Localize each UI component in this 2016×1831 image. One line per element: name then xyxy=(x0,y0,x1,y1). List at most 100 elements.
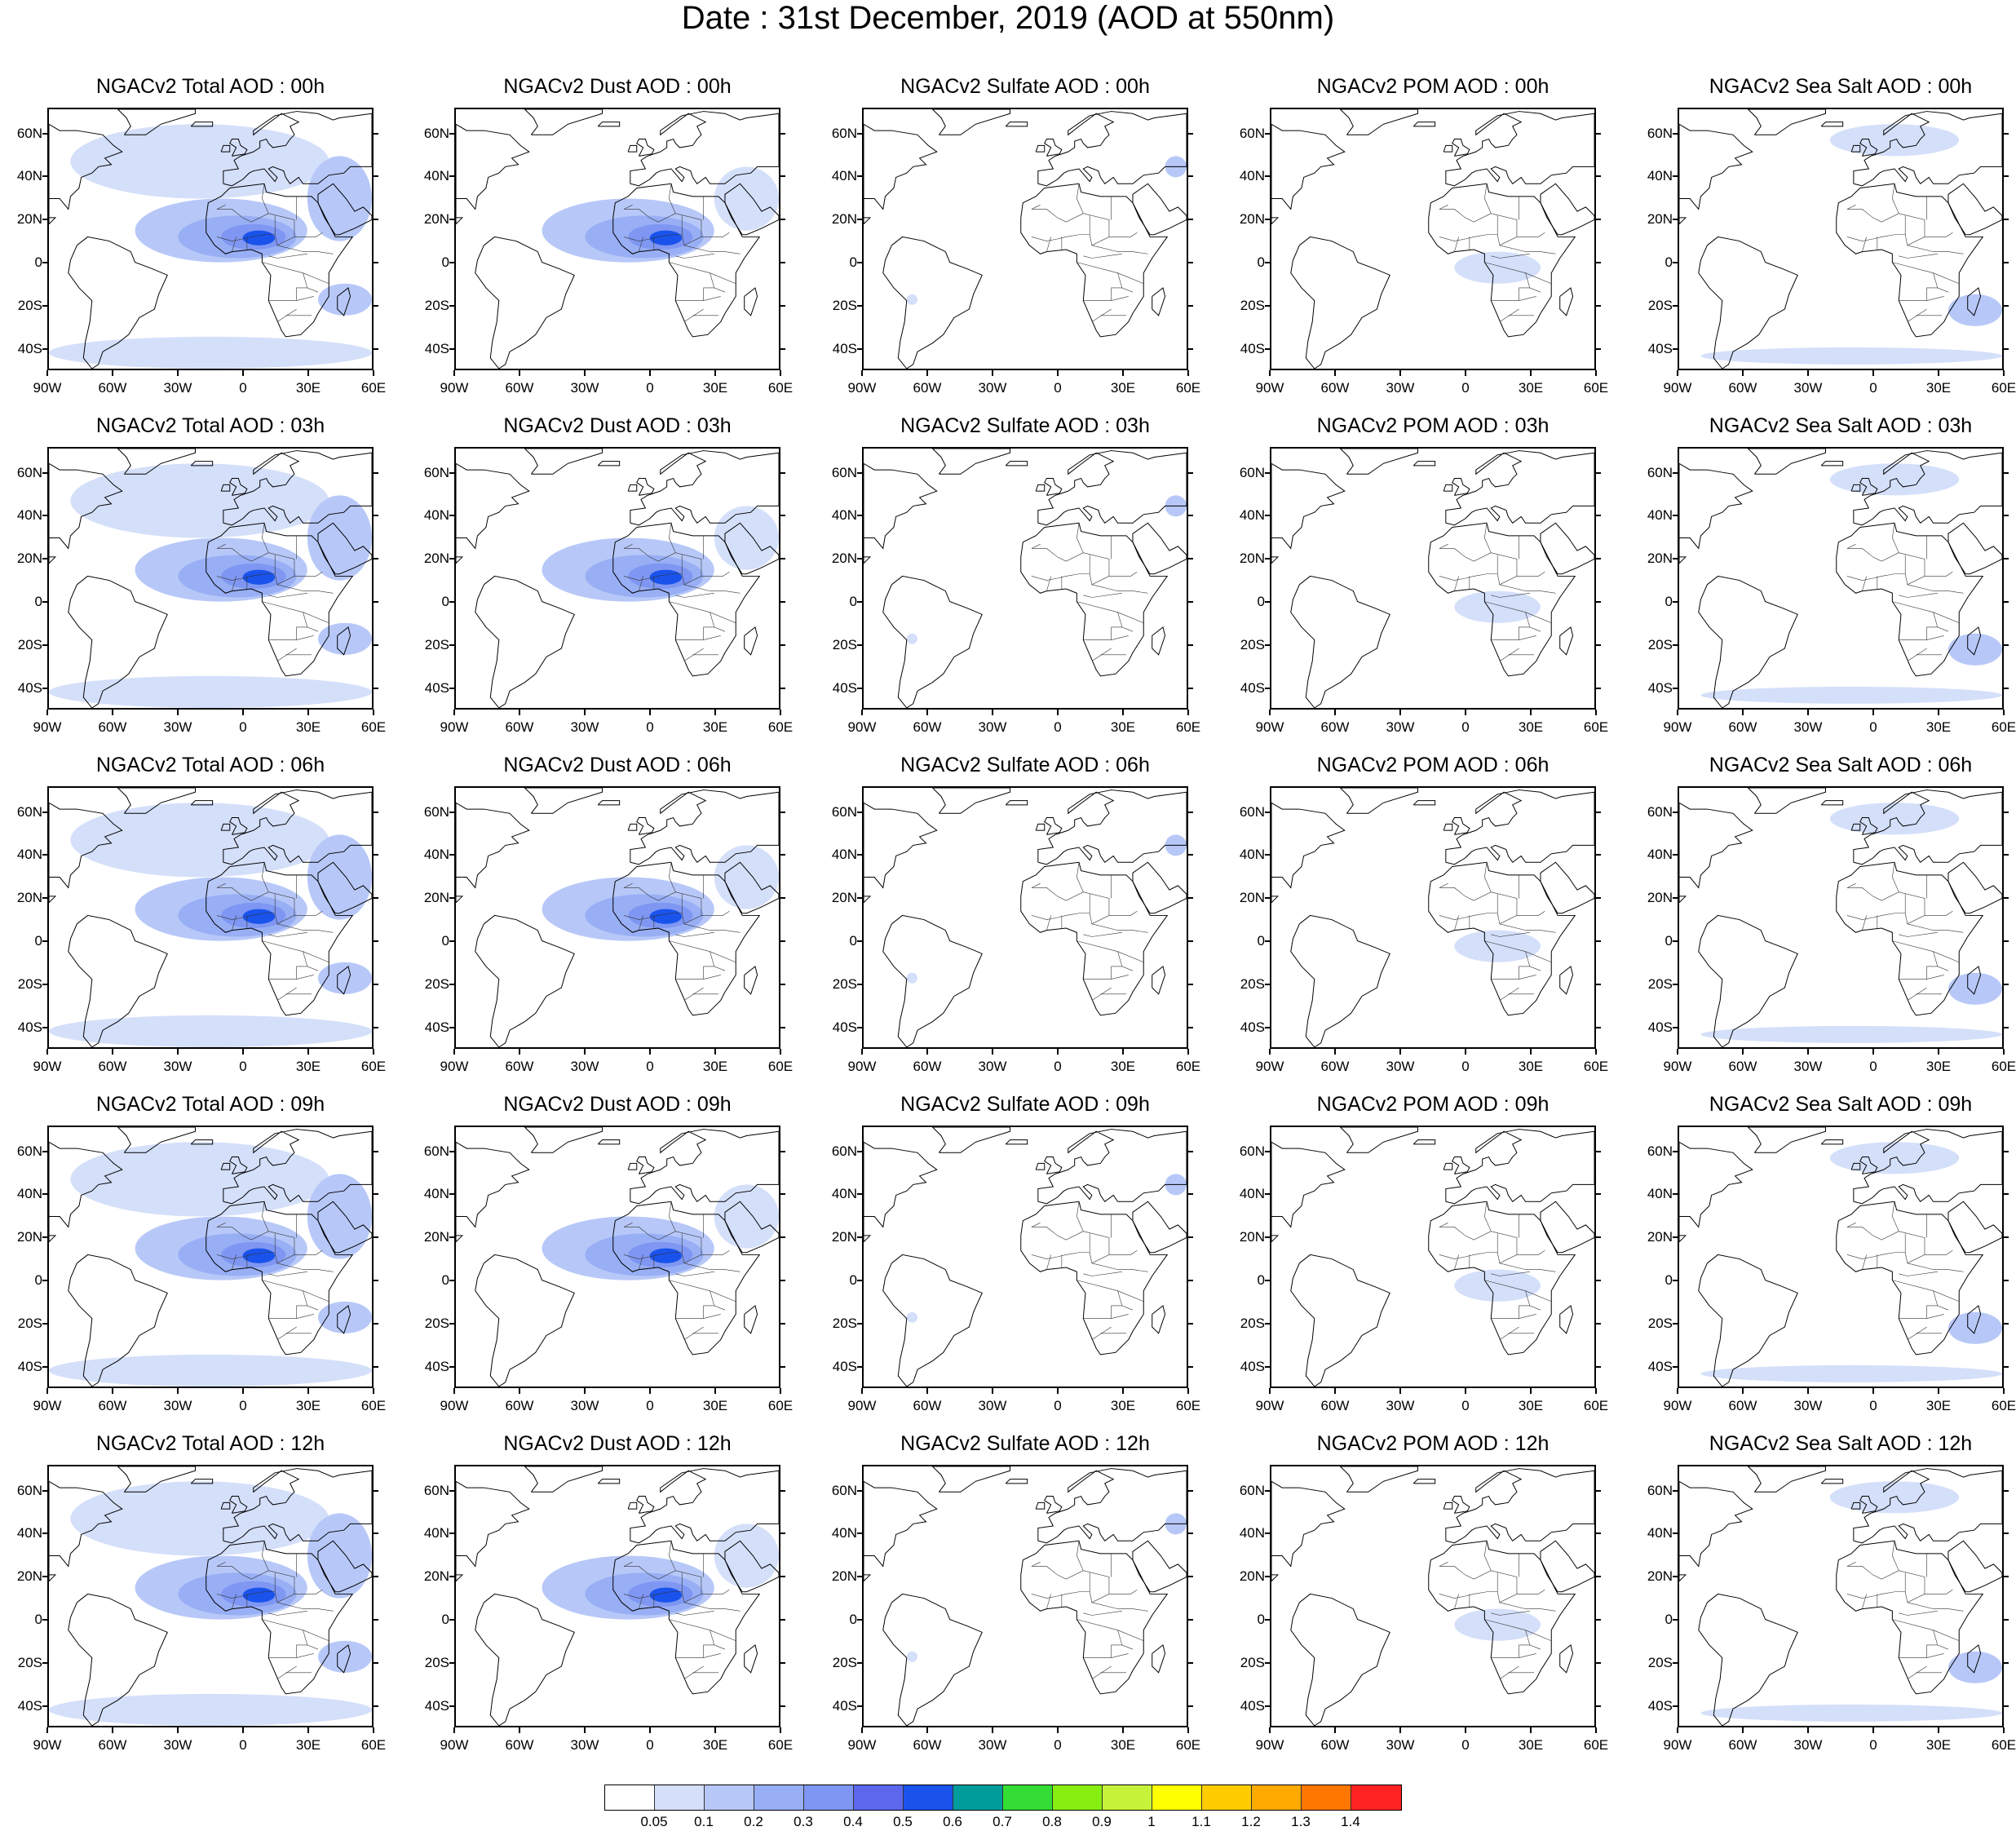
coastline xyxy=(1044,478,1063,496)
country-border xyxy=(1907,1263,1964,1272)
lon-tick xyxy=(177,1727,179,1733)
coastline xyxy=(1820,1479,1844,1484)
lat-tick xyxy=(449,262,454,264)
coastline xyxy=(1290,1254,1390,1387)
lat-tick xyxy=(374,558,378,560)
colorbar-swatch xyxy=(705,1785,754,1810)
aod-field xyxy=(70,1481,329,1556)
lat-tick xyxy=(780,1365,785,1368)
coastline xyxy=(1428,861,1576,1016)
lat-tick xyxy=(42,854,47,856)
lat-tick xyxy=(2004,1236,2009,1239)
aod-field xyxy=(1700,1025,2002,1043)
coastline xyxy=(1339,449,1418,475)
lat-tick xyxy=(1673,1705,1678,1707)
country-border xyxy=(216,205,226,210)
map-panel-dust xyxy=(454,1126,780,1388)
lat-tick-label: 40N xyxy=(1239,507,1265,524)
coastline xyxy=(864,462,938,564)
country-border xyxy=(1525,1630,1541,1650)
country-border xyxy=(1439,544,1448,549)
country-border xyxy=(1091,1602,1148,1612)
lon-tick-label: 90W xyxy=(1255,719,1284,735)
lat-tick xyxy=(2004,304,2009,307)
coastline xyxy=(612,861,761,1016)
lat-tick xyxy=(1188,983,1193,985)
lat-tick-label: 20N xyxy=(423,890,449,906)
lon-tick xyxy=(1269,370,1271,376)
coastline xyxy=(1445,1468,1594,1544)
country-border xyxy=(1499,1665,1519,1679)
country-border xyxy=(268,975,314,980)
lat-tick xyxy=(857,1193,862,1196)
country-border xyxy=(1077,262,1144,284)
lon-tick-label: 60E xyxy=(1175,380,1201,396)
lon-tick-label: 30E xyxy=(1110,1398,1136,1413)
lat-tick-label: 40N xyxy=(423,847,449,863)
coastline xyxy=(206,1540,354,1695)
lon-tick xyxy=(780,1727,781,1733)
lon-tick xyxy=(992,370,993,376)
lat-tick xyxy=(42,1532,47,1535)
lat-tick xyxy=(1596,132,1601,135)
country-border xyxy=(669,262,736,284)
country-border xyxy=(276,923,334,933)
lon-tick xyxy=(649,1727,651,1733)
lon-tick xyxy=(46,1727,48,1733)
lat-tick xyxy=(1188,347,1193,350)
aod-field xyxy=(242,569,276,585)
lat-tick xyxy=(2004,1489,2009,1492)
lon-tick xyxy=(1595,1049,1597,1055)
lat-tick xyxy=(1188,132,1193,135)
country-border xyxy=(1907,1665,1927,1679)
country-border xyxy=(1046,1594,1051,1609)
country-border xyxy=(268,296,314,301)
country-border xyxy=(1924,571,1953,577)
country-border xyxy=(1899,975,1944,980)
lat-tick xyxy=(42,687,47,689)
coastline xyxy=(456,802,530,904)
country-border xyxy=(675,296,721,301)
lon-tick xyxy=(307,710,309,715)
lat-tick xyxy=(1188,1026,1193,1028)
coastline xyxy=(724,1201,779,1254)
country-border xyxy=(1907,1326,1927,1340)
coastline xyxy=(1271,802,1346,904)
country-border xyxy=(623,548,702,586)
lat-tick xyxy=(857,644,862,646)
coastline xyxy=(724,861,779,914)
aod-field xyxy=(714,1524,779,1588)
lat-tick xyxy=(780,1280,785,1282)
country-border xyxy=(1091,1326,1112,1340)
country-border xyxy=(268,1610,307,1616)
panel-title: NGACv2 POM AOD : 09h xyxy=(1316,1093,1550,1116)
country-border xyxy=(276,584,334,594)
lat-tick xyxy=(1673,601,1678,604)
lon-tick-label: 0 xyxy=(1054,1737,1062,1753)
lon-tick-label: 60E xyxy=(1583,1059,1609,1074)
coastline xyxy=(1271,1141,1346,1243)
coastline xyxy=(49,1480,123,1582)
lat-tick xyxy=(42,1365,47,1368)
lat-tick xyxy=(42,132,47,135)
lat-tick xyxy=(449,175,454,178)
lat-tick xyxy=(1265,1026,1270,1028)
country-border xyxy=(1491,1314,1536,1319)
lon-tick-label: 90W xyxy=(1663,380,1692,396)
lat-tick xyxy=(2004,347,2009,350)
country-border xyxy=(1077,1541,1084,1571)
lat-tick xyxy=(2004,1705,2009,1707)
lat-tick xyxy=(1188,940,1193,943)
lat-tick-label: 40S xyxy=(17,1019,42,1035)
lat-tick xyxy=(1673,687,1678,689)
coastline xyxy=(882,575,983,708)
coastline xyxy=(1853,111,2002,187)
lat-tick xyxy=(2004,1532,2009,1535)
lon-tick-label: 30W xyxy=(1793,719,1823,735)
lat-tick xyxy=(449,304,454,307)
lon-tick-label: 0 xyxy=(239,1059,247,1074)
lon-tick xyxy=(1938,1727,1939,1733)
lon-tick-label: 60E xyxy=(1175,1059,1201,1074)
aod-field xyxy=(649,1248,683,1263)
country-border xyxy=(1083,635,1129,640)
